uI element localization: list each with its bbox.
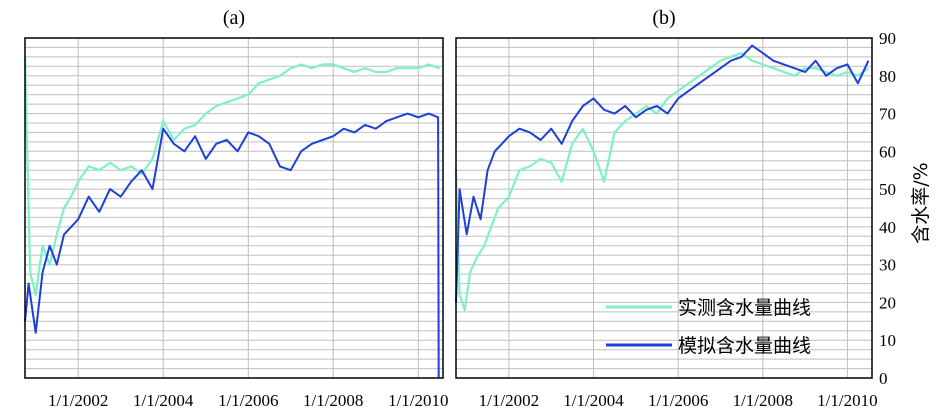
y-axis-title: 含水率/% xyxy=(910,162,932,243)
x-tick-label: 1/1/2002 xyxy=(479,391,539,410)
y-tick-label: 50 xyxy=(879,180,896,199)
legend-label-simulated: 模拟含水量曲线 xyxy=(678,335,811,357)
panel-a-series xyxy=(23,56,440,379)
panel-a-frame xyxy=(24,37,444,379)
y-tick-label: 0 xyxy=(879,369,888,388)
y-tick-label: 90 xyxy=(879,29,896,48)
series-line-simulated xyxy=(24,112,440,379)
panel-b-label: (b) xyxy=(652,7,675,29)
y-tick-labels: 0 10 20 30 40 50 60 70 80 90 xyxy=(879,29,896,388)
y-tick-label: 30 xyxy=(879,256,896,275)
x-tick-labels: 1/1/2002 1/1/2004 1/1/2006 1/1/2008 1/1/2010… xyxy=(48,391,878,410)
x-tick-label: 1/1/2006 xyxy=(648,391,708,410)
panel-b: (b) xyxy=(454,7,873,379)
panel-a-label: (a) xyxy=(223,7,245,29)
panel-b-grid xyxy=(456,37,872,379)
x-tick-label: 1/1/2004 xyxy=(563,391,624,410)
y-tick-label: 70 xyxy=(879,105,896,124)
x-tick-label: 1/1/2010 xyxy=(817,391,877,410)
panel-a-grid xyxy=(25,37,443,379)
x-tick-label: 1/1/2006 xyxy=(218,391,278,410)
panel-a: (a) xyxy=(23,7,444,379)
y-tick-label: 40 xyxy=(879,218,896,237)
panel-b-series xyxy=(454,44,870,312)
series-line-simulated xyxy=(455,44,870,303)
y-tick-label: 20 xyxy=(879,293,896,312)
legend-label-measured: 实测含水量曲线 xyxy=(678,297,811,319)
x-tick-label: 1/1/2002 xyxy=(48,391,108,410)
x-tick-label: 1/1/2008 xyxy=(733,391,793,410)
y-tick-label: 60 xyxy=(879,142,896,161)
series-line-measured xyxy=(23,56,440,296)
x-tick-label: 1/1/2010 xyxy=(388,391,448,410)
y-tick-label: 80 xyxy=(879,67,896,86)
x-tick-label: 1/1/2008 xyxy=(303,391,363,410)
series-line-measured xyxy=(454,51,870,312)
x-tick-label: 1/1/2004 xyxy=(133,391,194,410)
y-tick-label: 10 xyxy=(879,331,896,350)
panel-b-frame xyxy=(455,37,873,379)
legend: 实测含水量曲线 模拟含水量曲线 xyxy=(606,297,811,357)
